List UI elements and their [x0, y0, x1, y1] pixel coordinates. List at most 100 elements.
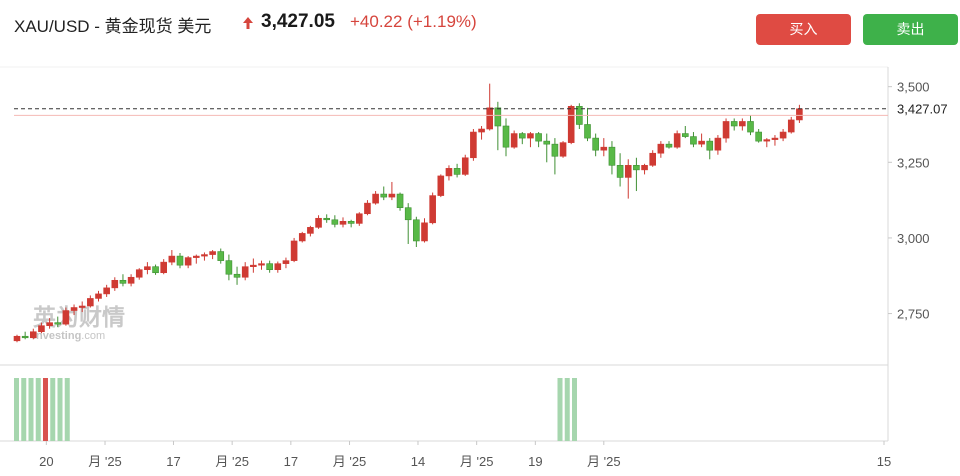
candle[interactable]: [95, 290, 102, 302]
candle[interactable]: [78, 301, 86, 313]
candle[interactable]: [290, 237, 298, 263]
candle[interactable]: [600, 138, 608, 157]
candle[interactable]: [796, 104, 803, 123]
candle[interactable]: [763, 138, 771, 148]
candle[interactable]: [160, 259, 167, 275]
candle[interactable]: [649, 150, 657, 167]
candle[interactable]: [576, 103, 583, 130]
candle[interactable]: [567, 104, 575, 145]
candle[interactable]: [241, 262, 249, 281]
candle[interactable]: [209, 250, 216, 260]
candle[interactable]: [29, 328, 37, 340]
candle[interactable]: [714, 135, 722, 155]
candle[interactable]: [486, 83, 494, 131]
candle[interactable]: [119, 274, 127, 287]
candle[interactable]: [404, 203, 412, 244]
candle[interactable]: [176, 253, 184, 269]
candle[interactable]: [445, 165, 453, 181]
candle[interactable]: [258, 260, 265, 270]
candle[interactable]: [274, 261, 282, 273]
candle[interactable]: [559, 141, 567, 158]
candle[interactable]: [225, 254, 233, 281]
candle[interactable]: [135, 268, 143, 280]
candle[interactable]: [111, 277, 119, 291]
candle[interactable]: [396, 192, 404, 211]
candle[interactable]: [46, 318, 53, 329]
candle[interactable]: [706, 138, 714, 160]
candle[interactable]: [233, 266, 241, 285]
candle[interactable]: [657, 141, 665, 158]
candle[interactable]: [437, 174, 445, 198]
candle[interactable]: [54, 316, 62, 328]
candle[interactable]: [62, 307, 70, 326]
candle[interactable]: [584, 107, 591, 142]
candle[interactable]: [722, 118, 730, 143]
candle[interactable]: [87, 295, 94, 308]
candle[interactable]: [372, 191, 379, 205]
candle[interactable]: [690, 132, 697, 148]
candle[interactable]: [665, 141, 673, 149]
candle[interactable]: [323, 214, 331, 223]
candle[interactable]: [144, 262, 151, 275]
candle[interactable]: [103, 284, 110, 297]
candle[interactable]: [518, 132, 526, 145]
candle[interactable]: [494, 101, 502, 151]
candle[interactable]: [193, 254, 200, 264]
candle[interactable]: [38, 322, 45, 334]
candle[interactable]: [592, 133, 599, 157]
candle[interactable]: [388, 181, 396, 201]
candle[interactable]: [633, 157, 640, 192]
candle[interactable]: [331, 215, 339, 228]
sell-button[interactable]: 卖出: [863, 14, 958, 45]
candle[interactable]: [535, 132, 542, 148]
candle[interactable]: [681, 125, 689, 139]
candle[interactable]: [510, 130, 518, 149]
candle[interactable]: [787, 116, 795, 134]
candle[interactable]: [543, 133, 551, 163]
candle[interactable]: [339, 217, 347, 228]
candle[interactable]: [307, 225, 314, 237]
candle[interactable]: [70, 304, 78, 316]
candle[interactable]: [421, 218, 428, 243]
candle[interactable]: [478, 125, 485, 140]
candle[interactable]: [380, 186, 388, 201]
price-chart[interactable]: 英为财情 Investing.com 3,5003,2503,0002,7503…: [0, 52, 960, 476]
candle[interactable]: [730, 118, 738, 131]
candle[interactable]: [364, 200, 371, 216]
candle[interactable]: [127, 274, 135, 287]
candle[interactable]: [461, 154, 469, 176]
candle[interactable]: [266, 260, 273, 273]
candle[interactable]: [21, 331, 29, 340]
candle[interactable]: [429, 192, 436, 225]
candle[interactable]: [355, 212, 363, 226]
candle[interactable]: [250, 258, 257, 273]
candle[interactable]: [698, 133, 705, 148]
candle[interactable]: [152, 264, 159, 275]
candle[interactable]: [673, 130, 681, 149]
buy-button[interactable]: 买入: [756, 14, 851, 45]
candle[interactable]: [624, 159, 632, 199]
candle[interactable]: [641, 163, 648, 175]
candle[interactable]: [413, 216, 420, 248]
candle[interactable]: [168, 250, 176, 266]
candle[interactable]: [739, 118, 746, 131]
candle[interactable]: [608, 141, 616, 175]
candle[interactable]: [315, 215, 322, 229]
candle[interactable]: [551, 138, 559, 175]
candle[interactable]: [453, 163, 461, 178]
candle[interactable]: [747, 115, 754, 136]
candle[interactable]: [527, 132, 534, 148]
candle[interactable]: [217, 248, 225, 264]
candle[interactable]: [201, 252, 208, 261]
candle[interactable]: [282, 257, 290, 269]
candle[interactable]: [347, 219, 355, 228]
candle[interactable]: [298, 231, 306, 243]
candle[interactable]: [755, 129, 762, 143]
candle[interactable]: [616, 153, 624, 187]
candle[interactable]: [502, 118, 510, 157]
candle[interactable]: [470, 129, 477, 161]
candle[interactable]: [771, 135, 779, 146]
candle[interactable]: [184, 256, 192, 269]
candle[interactable]: [779, 129, 787, 142]
candle[interactable]: [13, 334, 21, 343]
